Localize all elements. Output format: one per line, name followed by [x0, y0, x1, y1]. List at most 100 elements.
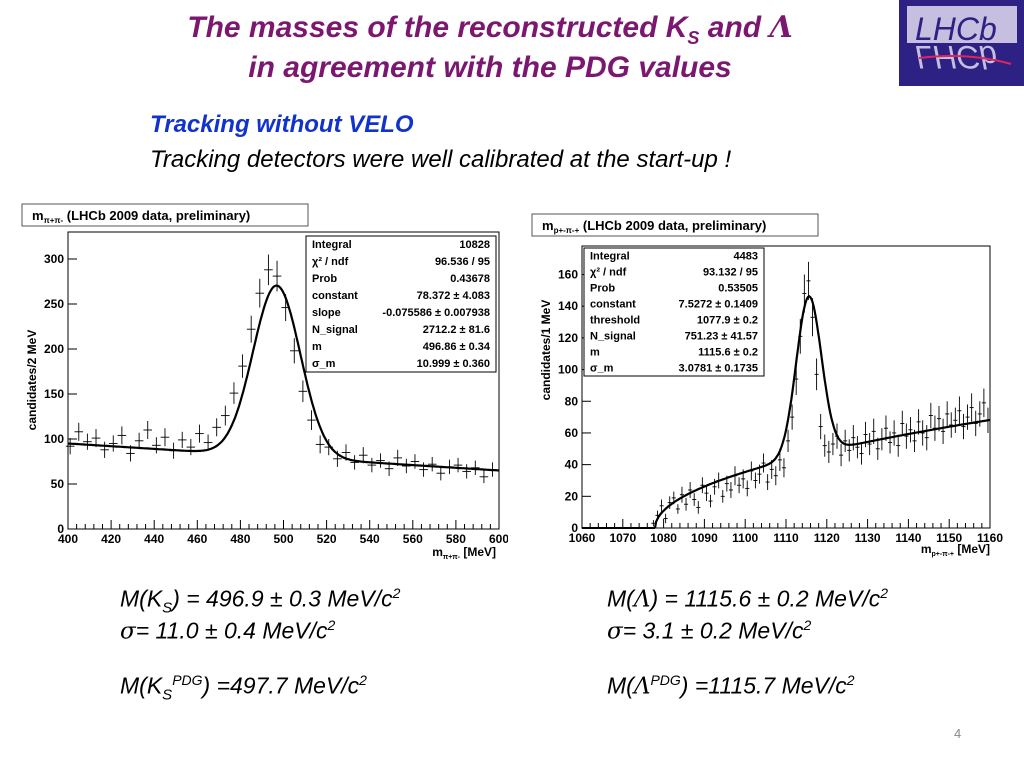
data-point — [888, 431, 893, 454]
data-point — [117, 426, 127, 445]
lambda-x-axis-label: mp+-π-+ [MeV] — [921, 542, 990, 558]
data-point — [834, 423, 840, 449]
title-and: and — [699, 11, 770, 44]
ks-plot-title: mπ+π- (LHCb 2009 data, preliminary) — [32, 208, 250, 225]
subtitle-calibration-note: Tracking detectors were well calibrated … — [150, 146, 732, 173]
data-point — [134, 432, 144, 449]
lambda-data-points — [651, 261, 990, 527]
data-point — [704, 485, 709, 502]
data-point — [402, 458, 411, 474]
data-point — [830, 432, 835, 456]
data-point — [728, 482, 733, 498]
y-tick-label: 120 — [558, 331, 578, 345]
logo-text-top: LHCb — [915, 11, 997, 47]
ks-title-box — [21, 203, 309, 227]
lambda-fit-curve — [582, 295, 991, 529]
data-point — [863, 421, 868, 448]
stats-label: Integral — [312, 239, 352, 251]
ks-fit-curve — [67, 284, 500, 472]
lambda-y-axis-label: candidates/1 MeV — [539, 300, 553, 401]
data-point — [427, 457, 437, 472]
x-tick-label: 1140 — [895, 531, 921, 545]
data-point — [289, 338, 299, 364]
x-tick-label: 1060 — [569, 531, 596, 545]
data-point — [462, 464, 471, 479]
y-tick-label: 50 — [51, 477, 65, 491]
stats-label: χ² / ndf — [590, 267, 627, 279]
data-point — [932, 415, 937, 441]
data-point — [765, 474, 770, 490]
stats-value: -0.075586 ± 0.007938 — [382, 307, 490, 319]
ks-y-axis-label: candidates/2 MeV — [25, 330, 39, 431]
data-point — [74, 422, 84, 441]
data-point — [753, 472, 758, 489]
ks-mass-plot: mπ+π- (LHCb 2009 data, preliminary) 400 4… — [21, 203, 508, 561]
data-point — [692, 493, 697, 506]
data-point — [802, 274, 807, 313]
stats-box-frame — [305, 235, 497, 373]
x-tick-label: 1130 — [855, 531, 881, 545]
slide-title-line2: in agreement with the PDG values — [248, 51, 732, 84]
y-tick-label: 150 — [44, 387, 64, 401]
stats-value: 10828 — [459, 239, 490, 251]
ks-x-axis-label: mπ+π- [MeV] — [432, 545, 496, 561]
x-tick-label: 520 — [317, 532, 337, 546]
stats-value: 7.5272 ± 0.1409 — [679, 299, 758, 311]
stats-value: 2712.2 ± 81.6 — [423, 324, 490, 336]
data-point — [350, 455, 359, 470]
y-tick-label: 100 — [558, 363, 578, 377]
x-tick-label: 1110 — [773, 531, 799, 545]
data-point — [186, 439, 196, 456]
y-tick-label: 160 — [558, 268, 578, 282]
data-point — [798, 318, 803, 354]
data-point — [126, 445, 135, 462]
y-tick-label: 0 — [57, 522, 64, 536]
data-point — [255, 278, 265, 308]
stats-label: m — [312, 341, 322, 353]
data-point — [749, 461, 754, 481]
data-point — [973, 410, 978, 437]
stats-label: threshold — [590, 315, 640, 327]
x-tick-label: 1120 — [814, 531, 840, 545]
data-point — [945, 401, 950, 427]
stats-value: 96.536 / 95 — [435, 256, 490, 268]
ks-sigma-result: σ= 11.0 ± 0.4 MeV/c2 — [120, 617, 336, 645]
data-point — [453, 457, 463, 473]
lambda-mass-result: M(Λ) = 1115.6 ± 0.2 MeV/c2 — [607, 585, 889, 613]
ks-data-points — [65, 254, 497, 484]
y-tick-label: 20 — [565, 489, 579, 503]
data-point — [315, 435, 325, 454]
x-tick-label: 540 — [360, 532, 380, 546]
stats-value: 78.372 ± 4.083 — [417, 290, 490, 302]
stats-label: slope — [312, 307, 341, 319]
data-point — [737, 477, 742, 494]
stats-label: N_signal — [590, 331, 636, 343]
data-point — [941, 418, 946, 445]
data-point — [822, 434, 827, 457]
stats-label: N_signal — [312, 324, 358, 336]
x-tick-label: 1160 — [977, 531, 1003, 545]
data-point — [790, 404, 795, 430]
data-point — [651, 520, 656, 527]
lambda-mass-plot: mp+-π-+ (LHCb 2009 data, preliminary) 10… — [531, 213, 1003, 558]
title-sub-s: S — [687, 28, 700, 48]
stats-value: 1077.9 ± 0.2 — [697, 315, 758, 327]
stats-box-frame — [583, 247, 765, 377]
data-point — [246, 315, 256, 343]
data-point — [732, 466, 738, 486]
data-point — [879, 428, 884, 451]
stats-value: 10.999 ± 0.360 — [417, 358, 490, 370]
data-point — [953, 407, 958, 433]
data-point — [896, 434, 901, 457]
data-point — [814, 358, 819, 391]
data-point — [65, 438, 75, 455]
lambda-plot-title: mp+-π-+ (LHCb 2009 data, preliminary) — [542, 218, 766, 235]
data-point — [904, 423, 909, 449]
ks-axis-ticks: 400 420 440 460 480 500 520 540 560 580 600 0 50 100 1… — [44, 252, 508, 546]
x-tick-label: 1090 — [691, 531, 718, 545]
x-tick-label: 440 — [144, 532, 164, 546]
data-point — [376, 453, 385, 468]
data-point — [818, 413, 823, 440]
data-point — [212, 418, 222, 437]
data-point — [700, 477, 705, 494]
